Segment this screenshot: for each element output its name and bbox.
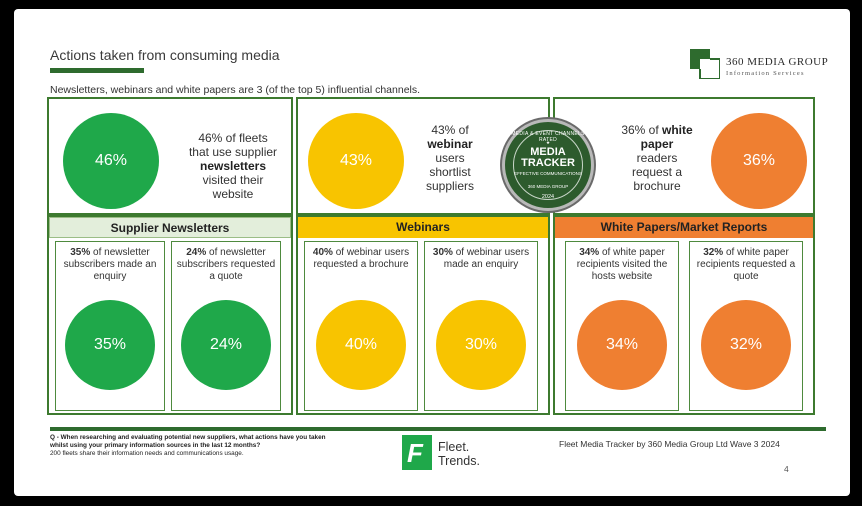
slide: Actions taken from consuming media Newsl…	[14, 9, 850, 496]
stat-circle-webinars: 43%	[308, 113, 404, 209]
section-whitepapers: White Papers/Market Reports 34% of white…	[553, 215, 815, 415]
section-header-whitepapers: White Papers/Market Reports	[555, 217, 813, 238]
stat-circle: 24%	[181, 300, 271, 390]
badge-ring	[513, 130, 583, 200]
stat-circle: 40%	[316, 300, 406, 390]
page-number: 4	[784, 464, 789, 474]
section-header-webinars: Webinars	[298, 217, 548, 238]
footer-credit: Fleet Media Tracker by 360 Media Group L…	[559, 439, 780, 449]
fleet-trends-mark-icon: F	[402, 435, 432, 470]
top-box-webinars: 43% 43% of webinar users shortlist suppl…	[296, 97, 550, 215]
badge-arc-text: MEDIA & EVENT CHANNELS RATED	[511, 131, 585, 143]
page-title: Actions taken from consuming media	[50, 47, 280, 63]
stat-circle: 30%	[436, 300, 526, 390]
top-box-whitepapers: 36% of white paper readers request a bro…	[553, 97, 815, 215]
card-whitepaper-website: 34% of white paper recipients visited th…	[565, 241, 679, 411]
section-newsletters: Supplier Newsletters 35% of newsletter s…	[47, 215, 293, 415]
stat-text-webinars: 43% of webinar users shortlist suppliers	[425, 123, 475, 193]
stat-circle: 34%	[577, 300, 667, 390]
survey-question: Q - When researching and evaluating pote…	[50, 434, 326, 457]
stat-circle-whitepapers: 36%	[711, 113, 807, 209]
badge-group: 360 MEDIA GROUP	[527, 184, 569, 189]
card-newsletter-quote: 24% of newsletter subscribers requested …	[171, 241, 281, 411]
logo-name: 360 MEDIA GROUP	[726, 56, 829, 68]
card-webinar-brochure: 40% of webinar users requested a brochur…	[304, 241, 418, 411]
stat-circle: 35%	[65, 300, 155, 390]
stat-circle: 32%	[701, 300, 791, 390]
section-header-newsletters: Supplier Newsletters	[49, 217, 291, 238]
logo-mark-icon	[690, 49, 720, 79]
star-icon: ★	[545, 140, 551, 145]
company-logo: 360 MEDIA GROUP Information Services	[690, 49, 840, 81]
stat-text-whitepapers: 36% of white paper readers request a bro…	[621, 123, 693, 193]
card-webinar-enquiry: 30% of webinar users made an enquiry 30%	[424, 241, 538, 411]
media-tracker-badge: MEDIA & EVENT CHANNELS RATED ★ MEDIA TRA…	[502, 119, 594, 211]
badge-title-1: MEDIA	[530, 146, 566, 158]
section-webinars: Webinars 40% of webinar users requested …	[296, 215, 550, 415]
badge-title-2: TRACKER	[521, 157, 575, 169]
badge-year: 2024	[541, 194, 555, 200]
page-subtitle: Newsletters, webinars and white papers a…	[50, 84, 421, 96]
card-newsletter-enquiry: 35% of newsletter subscribers made an en…	[55, 241, 165, 411]
badge-small-text: EFFECTIVE COMMUNICATIONS	[514, 171, 582, 176]
title-underline	[50, 68, 144, 73]
fleet-trends-logo: F Fleet. Trends.	[402, 435, 502, 475]
top-box-newsletters: 46% 46% of fleets that use supplier news…	[47, 97, 293, 215]
stat-circle-newsletters: 46%	[63, 113, 159, 209]
stat-text-newsletters: 46% of fleets that use supplier newslett…	[188, 131, 278, 201]
footer-divider	[50, 427, 826, 431]
card-whitepaper-quote: 32% of white paper recipients requested …	[689, 241, 803, 411]
logo-tagline: Information Services	[726, 70, 805, 77]
